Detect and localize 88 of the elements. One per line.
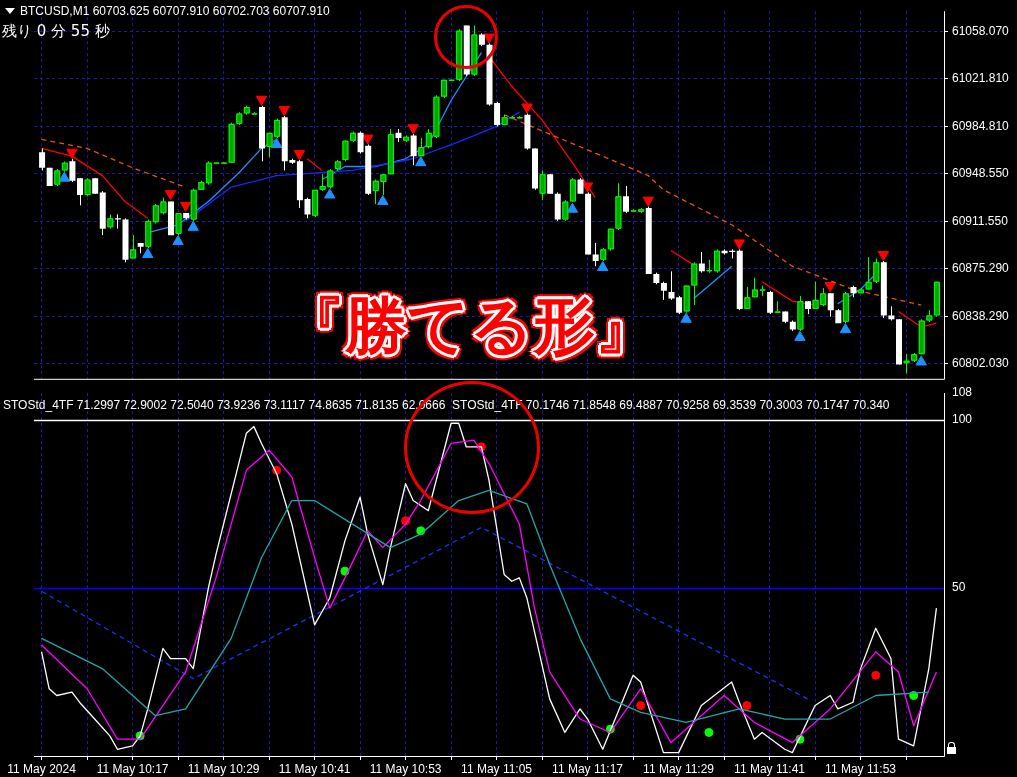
candlestick	[205, 160, 212, 186]
point	[915, 355, 927, 366]
x-tick-label: 11 May 11:53	[825, 761, 897, 776]
point	[742, 701, 752, 711]
candlestick	[744, 286, 751, 310]
point	[255, 95, 268, 106]
candlestick	[903, 353, 910, 375]
x-tick-label: 11 May 11:41	[734, 761, 806, 776]
point	[483, 33, 495, 44]
point	[415, 156, 427, 167]
annotation: 『勝てる形』	[283, 289, 657, 362]
y-tick-label: 61058.070	[952, 24, 1010, 39]
y-tick-label: 60984.810	[952, 118, 1010, 133]
point	[377, 194, 389, 205]
candlestick	[607, 228, 614, 252]
y-tick-label: 108	[952, 385, 973, 400]
point	[871, 670, 881, 680]
point	[704, 727, 714, 737]
point	[521, 103, 533, 114]
candlestick	[873, 257, 880, 284]
candlestick	[228, 122, 235, 164]
point	[164, 190, 177, 201]
candlestick	[175, 212, 182, 236]
x-tick-label: 11 May 10:41	[278, 761, 351, 776]
candlestick	[569, 177, 576, 202]
candlestick	[418, 137, 425, 157]
candlestick	[456, 28, 463, 82]
point	[179, 201, 192, 212]
candlestick	[130, 234, 137, 259]
candlestick	[827, 292, 834, 318]
candlestick	[471, 24, 478, 77]
y-tick-label: 60875.290	[952, 260, 1010, 275]
point	[172, 235, 184, 246]
point	[324, 188, 336, 199]
candlestick	[84, 177, 91, 197]
candlestick	[114, 213, 121, 230]
candlestick	[77, 177, 83, 206]
x-tick-label: 11 May 11:05	[461, 761, 533, 776]
candlestick	[539, 169, 546, 201]
point	[636, 701, 646, 711]
point	[293, 150, 306, 161]
candlestick	[660, 281, 667, 301]
point	[278, 106, 290, 117]
x-tick-label: 11 May 2024	[7, 761, 77, 776]
candlestick	[304, 197, 311, 219]
point	[597, 260, 609, 271]
x-tick-label: 11 May 11:29	[643, 761, 715, 776]
candlestick	[312, 189, 319, 218]
y-tick-label: 60948.550	[952, 165, 1010, 180]
candlestick	[387, 128, 394, 175]
candlestick	[842, 291, 849, 324]
candlestick	[933, 281, 940, 318]
candlestick	[615, 182, 622, 231]
y-tick-label: 60802.030	[952, 355, 1010, 370]
point	[142, 248, 154, 259]
candlestick	[865, 256, 872, 290]
x-tick-label: 11 May 10:53	[369, 761, 442, 776]
point	[407, 124, 419, 135]
y-tick-label: 61021.810	[952, 71, 1010, 86]
annotation: 残り 0 分 55 秒	[2, 22, 110, 41]
line-series	[40, 526, 809, 700]
candlestick	[751, 277, 758, 298]
candlestick	[623, 185, 629, 214]
x-tick-label: 11 May 11:17	[552, 761, 624, 776]
candlestick	[562, 199, 569, 222]
point	[66, 148, 78, 159]
candlestick	[767, 290, 774, 315]
y-tick-label: 100	[952, 412, 973, 427]
x-tick-label: 11 May 10:29	[187, 761, 260, 776]
point	[270, 138, 283, 149]
point	[187, 220, 199, 231]
x-tick-label: 11 May 10:17	[96, 761, 169, 776]
candlestick	[39, 147, 46, 171]
point	[839, 323, 852, 334]
y-tick-label: 60838.290	[952, 308, 1010, 323]
candlestick	[69, 158, 76, 183]
point	[642, 196, 654, 207]
y-tick-label: 60911.550	[952, 213, 1009, 228]
candlestick	[410, 133, 417, 166]
y-tick-label: 50	[952, 580, 966, 595]
candlestick	[592, 242, 599, 267]
chart-title: BTCUSD,M1 60703.625 60707.910 60702.703 60707.910	[20, 4, 330, 18]
point	[794, 330, 806, 341]
candlestick	[145, 219, 152, 249]
point	[680, 312, 692, 323]
candlestick	[190, 188, 197, 222]
candlestick	[797, 295, 804, 332]
candlestick	[547, 173, 554, 195]
